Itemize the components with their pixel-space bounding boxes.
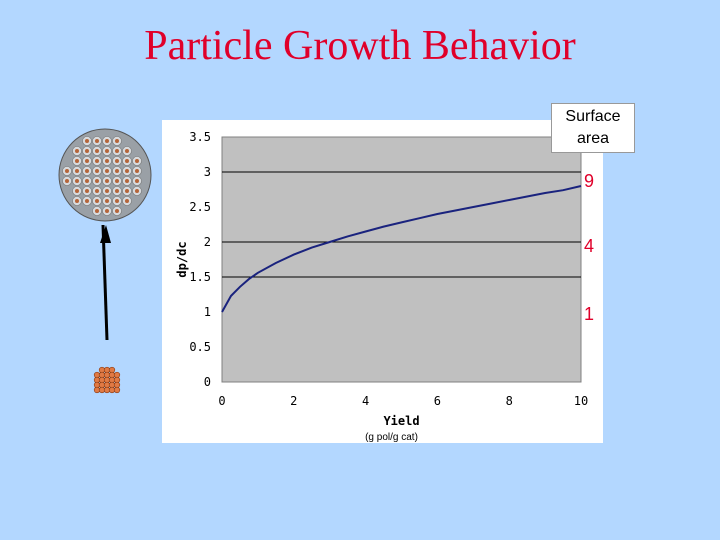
- x-tick-label: 10: [574, 394, 588, 408]
- y-tick-label: 0.5: [189, 340, 211, 354]
- x-tick-label: 6: [434, 394, 441, 408]
- y-tick-label: 0: [204, 375, 211, 389]
- x-tick-label: 0: [218, 394, 225, 408]
- dp-dc-chart: 0 0.5 1 1.5 2 2.5 3 3.5 0 2 4 6 8 10 dp/dc Yield (g pol/…: [175, 130, 588, 443]
- y-tick-label: 3.5: [189, 130, 211, 144]
- particle-growth-illustration: [58, 128, 152, 394]
- y-axis-label: dp/dc: [175, 241, 189, 277]
- surface-area-label: Surface area: [551, 103, 635, 153]
- x-tick-label: 4: [362, 394, 369, 408]
- y-tick-label: 1: [204, 305, 211, 319]
- surface-area-value-4: 4: [584, 236, 595, 256]
- y-tick-label: 1.5: [189, 270, 211, 284]
- surface-area-value-9: 9: [584, 171, 595, 191]
- y-tick-label: 3: [204, 165, 211, 179]
- small-particle-icon: [93, 366, 121, 394]
- x-tick-label: 2: [290, 394, 297, 408]
- plot-area: [221, 136, 582, 383]
- large-particle-icon: [58, 128, 152, 222]
- surface-area-value-1: 1: [584, 304, 595, 324]
- y-tick-label: 2: [204, 235, 211, 249]
- y-tick-label: 2.5: [189, 200, 211, 214]
- x-tick-label: 8: [506, 394, 513, 408]
- x-axis-unit-label: (g pol/g cat): [365, 432, 418, 443]
- chart-panel: 0 0.5 1 1.5 2 2.5 3 3.5 0 2 4 6 8 10 dp/dc Yield (g pol/…: [162, 120, 603, 443]
- series-line-0: [221, 185, 582, 313]
- slide-title: Particle Growth Behavior: [144, 23, 576, 69]
- x-axis-label: Yield: [383, 414, 419, 428]
- growth-arrow-icon: [100, 224, 111, 341]
